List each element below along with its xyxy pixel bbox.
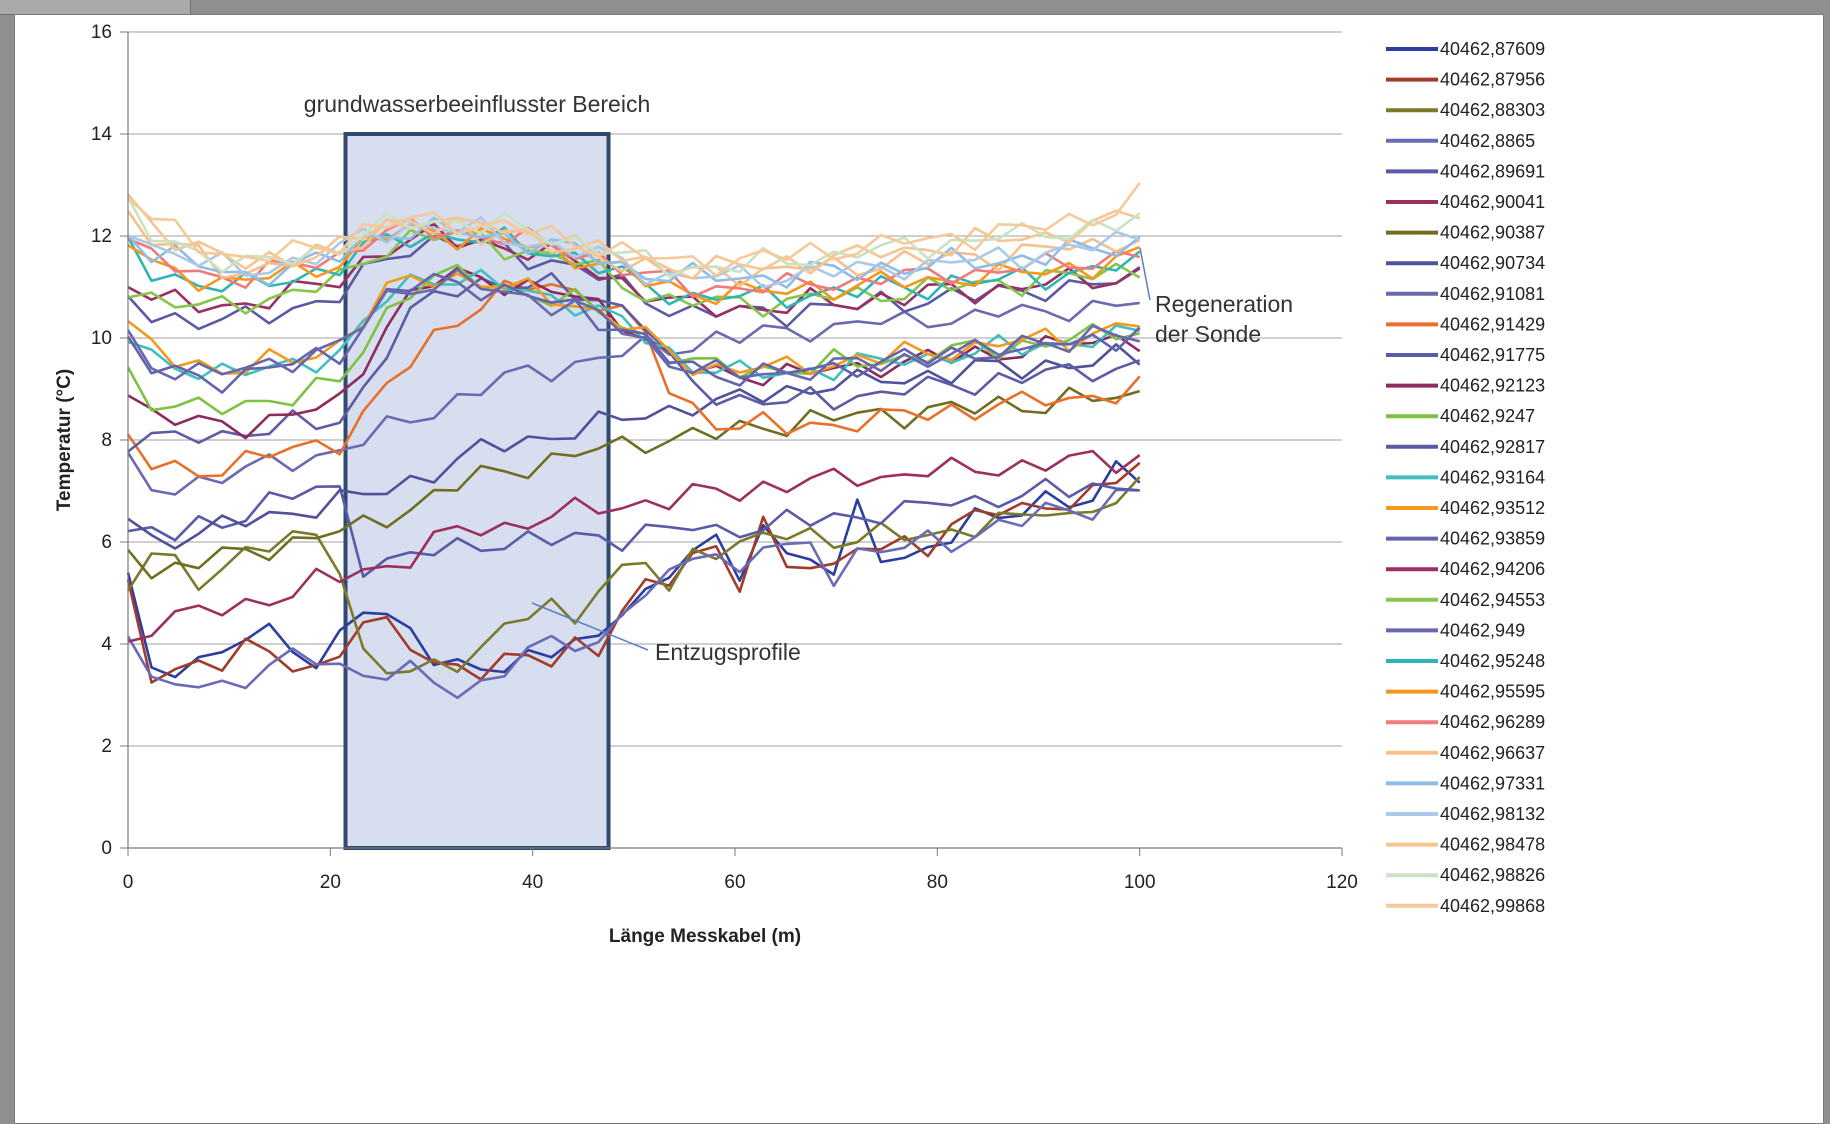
x-tick-label: 80	[927, 872, 948, 893]
series-line-28	[127, 182, 1141, 277]
y-tick-label: 0	[101, 838, 112, 859]
legend-label-17: 40462,94206	[1440, 559, 1545, 579]
series-line-25	[127, 216, 1141, 289]
gridlines	[128, 31, 1342, 849]
y-tick-label: 14	[91, 124, 113, 145]
legend-label-26: 40462,98478	[1440, 835, 1545, 855]
series-line-5	[127, 449, 1141, 643]
y-tick-label: 12	[91, 226, 112, 247]
series-line-7	[127, 343, 1141, 550]
y-tick-label: 8	[101, 430, 112, 451]
series-line-6	[126, 386, 1141, 580]
y-tick-label: 10	[91, 328, 112, 349]
legend-label-21: 40462,95595	[1440, 682, 1545, 702]
groundwater-region-label: grundwasserbeeinflusster Bereich	[304, 91, 650, 117]
axes: 0 2 4 6 8 10 12 14 16 0 20 40 60 80 100 120	[91, 22, 1358, 893]
legend-label-5: 40462,90041	[1440, 192, 1545, 212]
regeneration-arrow	[1139, 247, 1151, 301]
series-line-2	[126, 476, 1141, 675]
legend-label-8: 40462,91081	[1440, 284, 1545, 304]
series-line-19	[126, 268, 1141, 381]
legend-label-22: 40462,96289	[1440, 712, 1545, 732]
y-tick-label: 4	[101, 634, 112, 655]
x-tick-label: 0	[123, 872, 134, 893]
legend-label-19: 40462,949	[1440, 620, 1525, 640]
legend-label-6: 40462,90387	[1440, 223, 1545, 243]
legend-label-23: 40462,96637	[1440, 743, 1545, 763]
legend-label-10: 40462,91775	[1440, 345, 1545, 365]
legend-label-16: 40462,93859	[1440, 529, 1545, 549]
series-line-16	[126, 272, 1141, 394]
extraction-profiles-annotation: Entzugsprofile	[655, 639, 801, 665]
legend-label-27: 40462,98826	[1440, 865, 1545, 885]
legend-label-7: 40462,90734	[1440, 253, 1545, 273]
x-axis-title: Länge Messkabel (m)	[609, 926, 801, 947]
y-axis-title: Temperatur (°C)	[54, 369, 75, 511]
legend-label-20: 40462,95248	[1440, 651, 1545, 671]
extraction-profiles-arrow	[531, 602, 649, 651]
series-line-0	[126, 460, 1141, 679]
series-line-3	[126, 488, 1140, 700]
x-tick-label: 60	[724, 872, 745, 893]
x-tick-label: 40	[522, 872, 543, 893]
x-tick-label: 100	[1124, 872, 1156, 893]
y-tick-label: 6	[101, 532, 112, 553]
y-tick-label: 16	[91, 22, 112, 43]
legend-label-12: 40462,9247	[1440, 406, 1535, 426]
legend-label-13: 40462,92817	[1440, 437, 1545, 457]
series-lines	[126, 182, 1141, 700]
legend-label-18: 40462,94553	[1440, 590, 1545, 610]
legend-label-4: 40462,89691	[1440, 161, 1545, 181]
legend-label-15: 40462,93512	[1440, 498, 1545, 518]
series-line-26	[127, 193, 1141, 280]
legend-label-11: 40462,92123	[1440, 376, 1545, 396]
legend-label-3: 40462,8865	[1440, 131, 1535, 151]
legend-label-9: 40462,91429	[1440, 314, 1545, 334]
x-tick-label: 120	[1326, 872, 1358, 893]
series-line-17	[127, 222, 1141, 318]
legend: 40462,87609 40462,87956 40462,88303 40462,8…	[1386, 39, 1545, 916]
series-line-4	[127, 477, 1140, 578]
regeneration-annotation-line1: Regeneration	[1155, 291, 1293, 317]
legend-label-14: 40462,93164	[1440, 467, 1545, 487]
series-line-8	[126, 299, 1140, 496]
legend-label-28: 40462,99868	[1440, 896, 1545, 916]
x-tick-label: 20	[320, 872, 341, 893]
series-line-9	[126, 279, 1141, 478]
legend-label-24: 40462,97331	[1440, 773, 1545, 793]
legend-label-1: 40462,87956	[1440, 70, 1545, 90]
series-line-1	[126, 461, 1141, 684]
legend-label-0: 40462,87609	[1440, 39, 1545, 59]
legend-label-2: 40462,88303	[1440, 100, 1545, 120]
legend-label-25: 40462,98132	[1440, 804, 1545, 824]
y-tick-label: 2	[101, 736, 112, 757]
regeneration-annotation-line2: der Sonde	[1155, 321, 1261, 347]
